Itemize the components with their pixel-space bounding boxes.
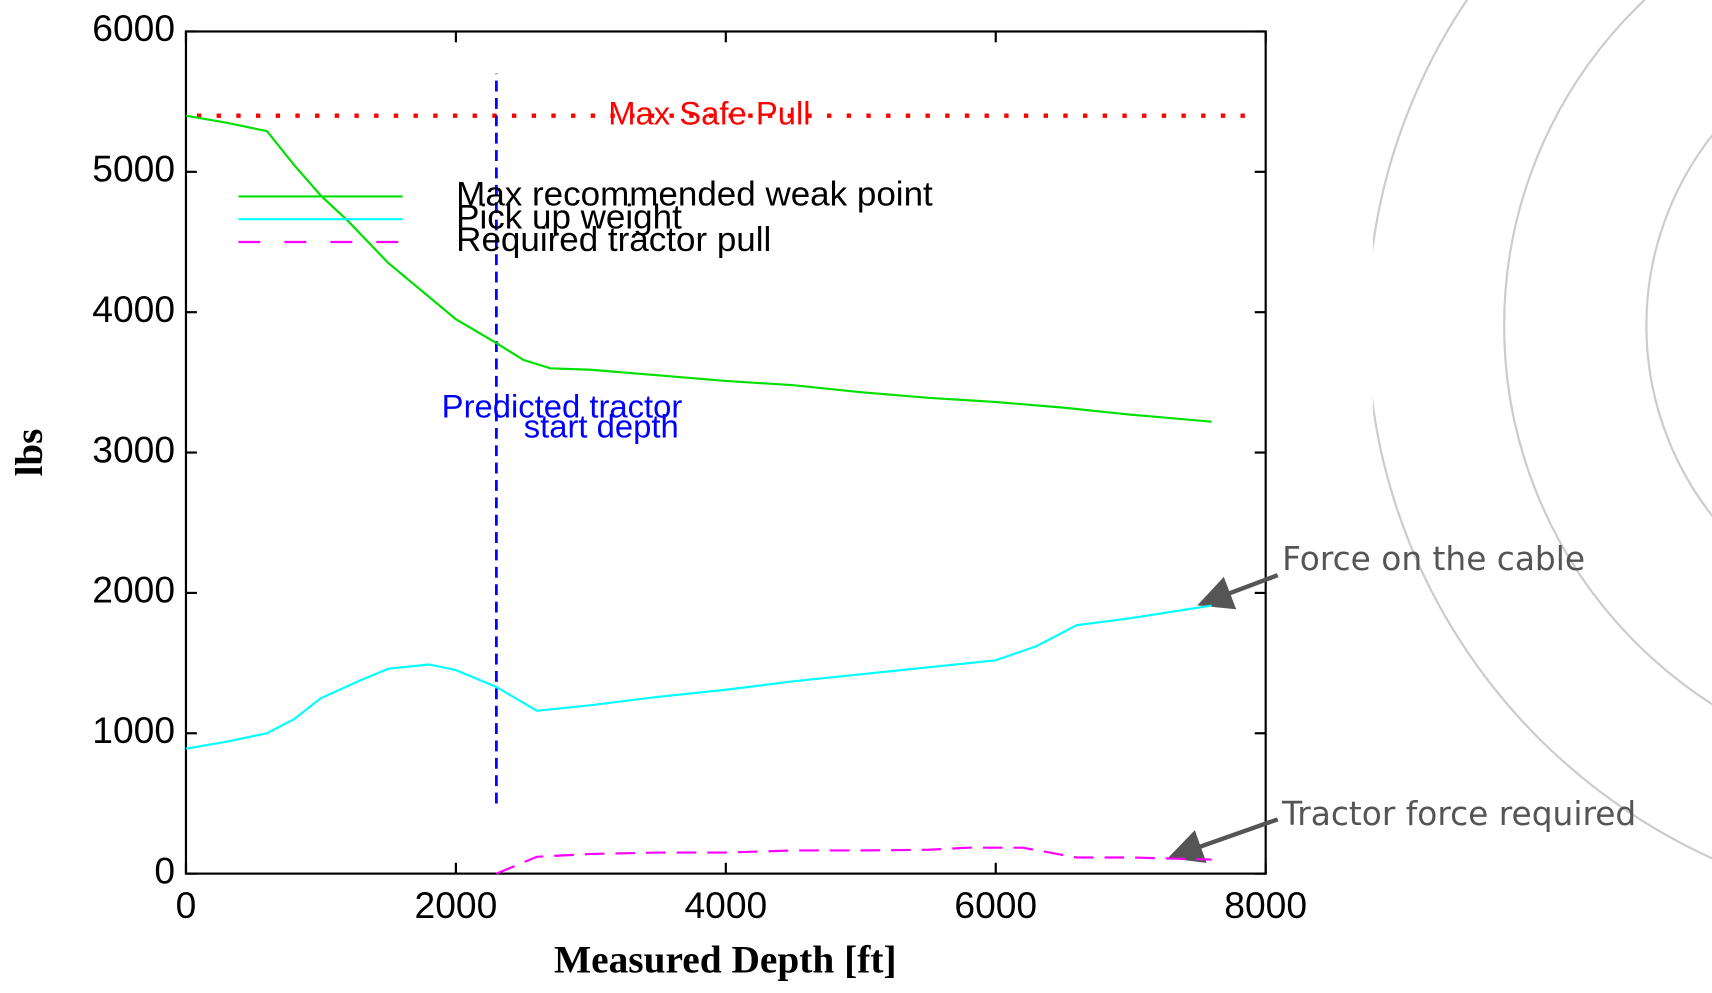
annotation-arrow	[1167, 817, 1279, 863]
x-tick-label: 4000	[684, 884, 767, 926]
annotation: Tractor force required	[1281, 795, 1636, 833]
legend-label: Required tractor pull	[456, 220, 771, 259]
series-line	[185, 604, 1212, 750]
reference-label: Predicted tractor	[442, 388, 683, 425]
annotation: Force on the cable	[1282, 540, 1585, 578]
x-tick-label: 8000	[1224, 884, 1307, 926]
y-tick-label: 6000	[92, 7, 175, 49]
y-axis-label: lbs	[8, 429, 51, 477]
legend-label: Pick up weight	[456, 198, 682, 237]
legend-label: Max recommended weak point	[456, 175, 933, 214]
y-tick-label: 1000	[92, 709, 175, 751]
series-line	[185, 114, 1212, 423]
reference-label: Max Safe Pull	[608, 94, 810, 131]
decor-arcs	[1372, 0, 1712, 860]
y-tick-label: 2000	[92, 569, 175, 611]
x-tick-label: 0	[176, 884, 197, 926]
reference-label: start depth	[524, 407, 679, 444]
x-tick-label: 6000	[954, 884, 1037, 926]
y-tick-label: 4000	[92, 288, 175, 330]
x-axis-label: Measured Depth [ft]	[554, 939, 897, 982]
plot-frame	[184, 30, 1267, 875]
series-line	[495, 846, 1212, 875]
annotation-arrow	[1197, 573, 1279, 610]
x-tick-label: 2000	[415, 884, 498, 926]
y-tick-label: 3000	[92, 428, 175, 470]
y-tick-label: 5000	[92, 148, 175, 190]
y-tick-label: 0	[154, 850, 175, 892]
